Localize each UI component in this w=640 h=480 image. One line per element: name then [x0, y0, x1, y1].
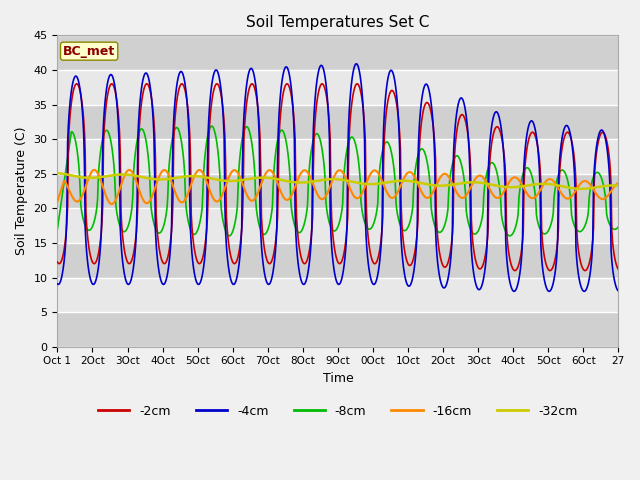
Title: Soil Temperatures Set C: Soil Temperatures Set C [246, 15, 429, 30]
X-axis label: Time: Time [323, 372, 353, 385]
Bar [58, 139, 618, 174]
Bar [58, 70, 618, 105]
Y-axis label: Soil Temperature (C): Soil Temperature (C) [15, 127, 28, 255]
Bar [58, 174, 618, 208]
Bar [58, 312, 618, 347]
Bar [58, 105, 618, 139]
Bar [58, 208, 618, 243]
Bar [58, 243, 618, 277]
Legend: -2cm, -4cm, -8cm, -16cm, -32cm: -2cm, -4cm, -8cm, -16cm, -32cm [93, 400, 582, 423]
Bar [58, 277, 618, 312]
Text: BC_met: BC_met [63, 45, 115, 58]
Bar [58, 36, 618, 70]
